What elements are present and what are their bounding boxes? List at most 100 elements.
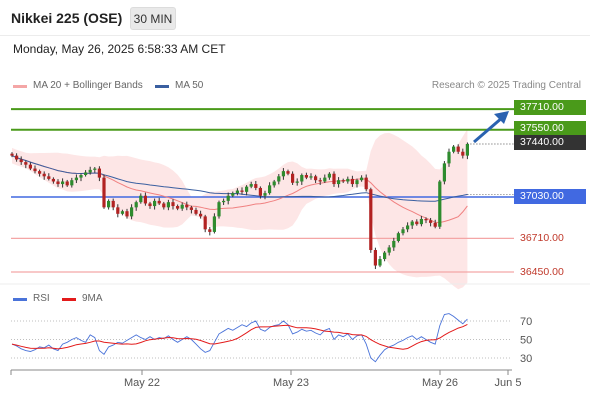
candle [208, 227, 212, 236]
candle [346, 176, 350, 184]
candle-body [406, 225, 410, 230]
candle [61, 178, 65, 188]
ma20-legend-label: MA 20 + Bollinger Bands [33, 80, 143, 91]
candle-body [153, 200, 157, 207]
candle-body [84, 172, 88, 176]
candle-body [249, 184, 253, 187]
candle [249, 181, 253, 189]
candle [281, 168, 285, 180]
candle [392, 237, 396, 251]
candle-body [139, 195, 143, 203]
candle-body [116, 207, 120, 214]
candle-body [61, 181, 65, 185]
candle [360, 175, 364, 182]
candle-body [240, 190, 244, 192]
candle [143, 192, 147, 206]
candle [19, 156, 23, 165]
candle-body [185, 204, 189, 208]
candle [65, 179, 69, 187]
candle-body [360, 177, 364, 181]
candle-body [337, 180, 341, 185]
rsi-line [11, 313, 468, 363]
candle [148, 201, 152, 209]
candle [116, 204, 120, 218]
candle-body [429, 220, 433, 223]
candle-body [97, 168, 101, 178]
rsi-ma-line [11, 323, 468, 350]
moving-averages [11, 155, 468, 224]
time-tick-label: May 22 [124, 377, 160, 389]
candle-body [15, 155, 19, 160]
candle [456, 144, 460, 154]
timeframe-button[interactable]: 30 MIN [130, 7, 176, 30]
candle-body [456, 146, 460, 152]
candle [396, 231, 400, 243]
timestamp: Monday, May 26, 2025 6:58:33 AM CET [13, 42, 226, 56]
candle-body [346, 178, 350, 182]
candle [327, 172, 331, 180]
candle [406, 222, 410, 233]
candle-body [42, 173, 46, 177]
candle-body [111, 200, 115, 208]
candle-body [208, 229, 212, 232]
candle-body [226, 195, 230, 201]
candle-body [383, 252, 387, 260]
candle [180, 202, 184, 211]
candle-body [79, 175, 83, 178]
candle-body [28, 164, 32, 169]
candle-body [212, 216, 216, 232]
candle-body [373, 250, 377, 266]
candle [79, 173, 83, 182]
pivot-tag: 37030.00 [514, 189, 586, 204]
candle-body [24, 162, 28, 165]
candle [15, 153, 19, 162]
candle-body [194, 209, 198, 214]
candles [10, 142, 469, 270]
candle-body [107, 200, 111, 208]
candle-body [442, 163, 446, 182]
rsi-tick-label: 50 [520, 335, 532, 347]
ma50-swatch [155, 85, 169, 88]
candle-body [88, 169, 92, 173]
candle-body [369, 189, 373, 251]
candle [139, 193, 143, 204]
candle [38, 169, 42, 177]
candle [10, 152, 14, 158]
time-tick-label: May 26 [422, 377, 458, 389]
candle-body [433, 222, 437, 227]
candle [254, 180, 258, 191]
support-1-label: 36710.00 [520, 232, 564, 244]
candle [125, 208, 129, 219]
candle [337, 177, 341, 188]
candle [157, 197, 161, 206]
rsi-tick-label: 70 [520, 316, 532, 328]
candle [447, 148, 451, 167]
candle-body [392, 240, 396, 248]
candle [433, 219, 437, 229]
resistance-2-tag: 37550.00 [514, 121, 586, 136]
forecast-arrow [473, 111, 509, 144]
support-2-label: 36450.00 [520, 266, 564, 278]
candle [88, 166, 92, 175]
candle-body [263, 193, 267, 196]
candle [341, 178, 345, 184]
candle [291, 171, 295, 185]
ma50-line [11, 155, 468, 202]
candle-body [341, 180, 345, 182]
candle-body [447, 151, 451, 164]
candle [369, 187, 373, 253]
rsi-legend-label: RSI [33, 293, 50, 304]
candle-body [419, 218, 423, 225]
candle-body [438, 181, 442, 227]
last-price-tag: 37440.00 [514, 135, 586, 150]
candle-body [203, 216, 207, 230]
candle-body [134, 202, 138, 208]
candle [28, 162, 32, 171]
candle [102, 174, 106, 209]
candle-body [323, 177, 327, 182]
candle [222, 198, 226, 206]
candle-body [130, 207, 134, 217]
candle [107, 199, 111, 210]
time-tick-label: Jun 5 [495, 377, 522, 389]
candle-body [143, 195, 147, 204]
